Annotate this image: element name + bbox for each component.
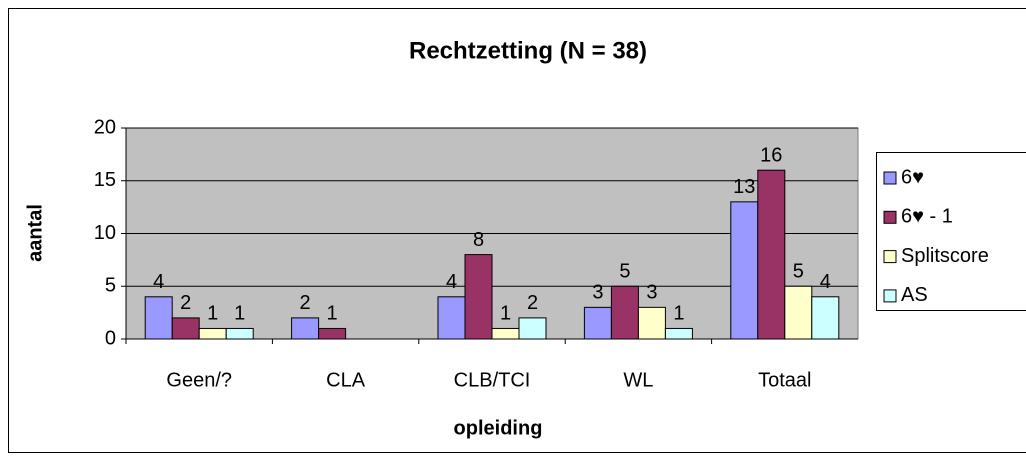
x-axis-label: opleiding — [454, 417, 543, 439]
x-tick-label: CLB/TCI — [454, 369, 531, 391]
bar — [291, 317, 320, 340]
data-label: 1 — [207, 303, 218, 325]
bar — [464, 254, 493, 340]
data-label: 2 — [527, 292, 538, 314]
bar — [437, 296, 466, 340]
bar — [318, 327, 347, 340]
data-label: 13 — [733, 176, 755, 198]
x-tick-label: WL — [623, 369, 653, 391]
data-label: 2 — [180, 292, 191, 314]
bar — [784, 285, 813, 340]
data-label: 1 — [234, 303, 245, 325]
legend-label: AS — [901, 284, 928, 306]
x-tick-label: Geen/? — [166, 369, 232, 391]
bar — [664, 327, 693, 340]
legend-label: 6♥ - 1 — [901, 206, 953, 228]
data-label: 2 — [300, 292, 311, 314]
y-axis-label: aantal — [24, 204, 46, 262]
legend-swatch — [883, 289, 897, 303]
y-tick-label: 10 — [94, 222, 116, 244]
x-tick-label: Totaal — [758, 369, 811, 391]
y-tick-label: 20 — [94, 116, 116, 138]
legend-label: Splitscore — [901, 245, 989, 267]
bar — [583, 306, 612, 340]
legend-box — [876, 152, 1026, 311]
data-label: 5 — [619, 261, 630, 283]
data-label: 3 — [592, 282, 603, 304]
bar — [518, 317, 547, 340]
data-label: 1 — [500, 303, 511, 325]
chart-title: Rechtzetting (N = 38) — [409, 37, 647, 64]
bar — [225, 327, 254, 340]
data-label: 4 — [153, 271, 164, 293]
bar — [811, 296, 840, 340]
y-tick-label: 15 — [94, 169, 116, 191]
data-label: 8 — [473, 229, 484, 251]
bar — [198, 327, 227, 340]
bar — [491, 327, 520, 340]
x-tick-label: CLA — [326, 369, 366, 391]
y-tick-label: 0 — [105, 327, 116, 349]
legend-swatch — [883, 210, 897, 224]
data-label: 16 — [760, 144, 782, 166]
data-label: 5 — [793, 261, 804, 283]
data-label: 3 — [646, 282, 657, 304]
data-label: 4 — [446, 271, 457, 293]
data-label: 1 — [327, 303, 338, 325]
bar — [610, 285, 639, 340]
data-label: 1 — [673, 303, 684, 325]
data-label: 4 — [820, 271, 831, 293]
legend-label: 6♥ — [901, 166, 924, 188]
legend-swatch — [883, 250, 897, 264]
bar — [757, 169, 786, 340]
bar — [144, 296, 173, 340]
y-tick-label: 5 — [105, 275, 116, 297]
bar — [171, 317, 200, 340]
bar — [730, 201, 759, 340]
legend-swatch — [883, 171, 897, 185]
bar — [637, 306, 666, 340]
